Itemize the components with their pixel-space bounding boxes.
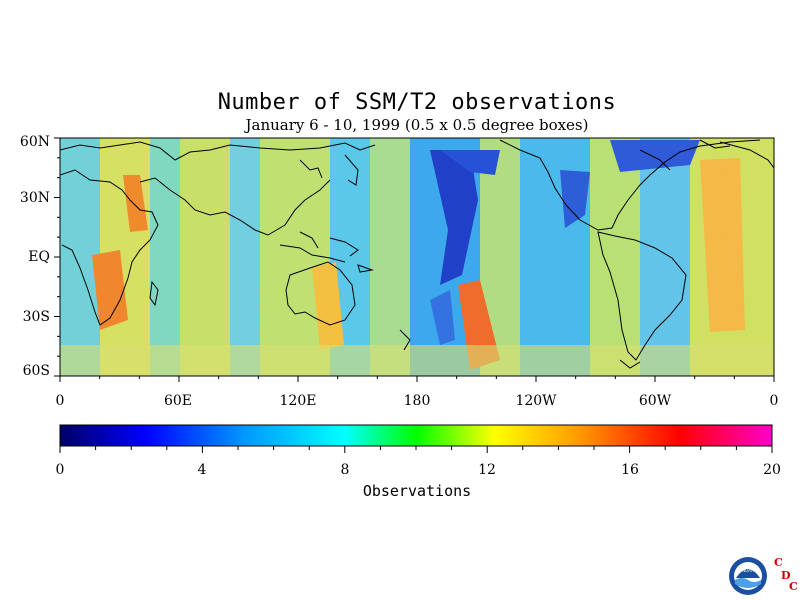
observation-field <box>60 138 774 376</box>
colorbar-tick-4: 4 <box>197 462 207 478</box>
map-subtitle: January 6 - 10, 1999 (0.5 x 0.5 degree b… <box>245 116 589 134</box>
lon-label-120w: 120W <box>515 393 557 409</box>
lon-label-0-west: 0 <box>55 393 65 409</box>
colorbar-ticks <box>59 446 773 453</box>
coastlines <box>60 139 774 369</box>
svg-text:NOAA: NOAA <box>742 568 754 573</box>
map-title: Number of SSM/T2 observations <box>217 90 617 115</box>
colorbar-tick-8: 8 <box>340 462 350 478</box>
colorbar-tick-20: 20 <box>763 462 781 478</box>
colorbar-tick-12: 12 <box>478 462 496 478</box>
lat-label-30n: 30N <box>19 190 50 206</box>
lon-label-180: 180 <box>403 393 431 409</box>
colorbar-tick-0: 0 <box>55 462 65 478</box>
lon-label-0-east: 0 <box>769 393 779 409</box>
noaa-cdc-logo: NOAA C D C <box>729 556 798 595</box>
lon-label-120e: 120E <box>279 393 317 409</box>
lat-label-eq: EQ <box>28 249 50 265</box>
colorbar <box>59 424 773 447</box>
lat-label-60s: 60S <box>22 363 50 379</box>
colorbar-label: Observations <box>362 482 472 500</box>
lat-label-30s: 30S <box>22 309 50 325</box>
lon-label-60w: 60W <box>638 393 672 409</box>
svg-text:C: C <box>774 556 783 569</box>
lat-label-60n: 60N <box>19 134 50 150</box>
lon-label-60e: 60E <box>163 393 193 409</box>
axis-ticks <box>54 137 775 382</box>
svg-text:C: C <box>789 580 798 593</box>
colorbar-tick-16: 16 <box>621 462 639 478</box>
svg-text:D: D <box>781 569 791 582</box>
